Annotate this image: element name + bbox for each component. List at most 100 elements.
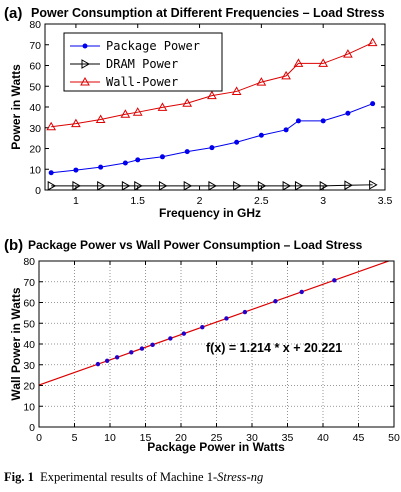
figure-caption: Fig. 1 Experimental results of Machine 1… [4, 470, 263, 485]
scatter-point [332, 278, 337, 283]
y-tick-label: 50 [29, 81, 41, 93]
legend-wall-label: Wall-Power [106, 75, 178, 89]
series-line-wall-power [51, 42, 373, 128]
x-tick-label: 25 [211, 432, 223, 444]
dram-power-point [72, 180, 81, 191]
legend-box [63, 32, 223, 92]
package-power-point [370, 101, 376, 107]
panel-a-label: (a) [4, 5, 22, 22]
figure: (a) Power Consumption at Different Frequ… [4, 5, 400, 454]
scatter-point [129, 350, 134, 355]
x-tick-label: 5 [72, 432, 78, 444]
wall-power-point [132, 107, 143, 116]
dram-power-point [208, 180, 217, 191]
panel-a-ylabel: Power in Watts [9, 64, 23, 150]
caption-text: Experimental results of Machine 1- [40, 470, 218, 484]
x-tick-label: 30 [246, 432, 258, 444]
package-power-point [98, 164, 104, 170]
y-tick-label: 40 [29, 102, 41, 114]
scatter-point [95, 361, 101, 367]
panel-a-title: Power Consumption at Different Frequenci… [31, 6, 385, 20]
dram-power-point [344, 180, 353, 191]
legend-wall-marker [80, 76, 90, 86]
wall-power-point [281, 70, 291, 80]
y-tick-label: 70 [23, 277, 35, 289]
panel-b-annotation: f(x) = 1.214 * x + 20.221 [206, 341, 342, 355]
scatter-point [200, 324, 205, 330]
y-tick-label: 20 [29, 144, 41, 156]
y-tick-label: 40 [23, 339, 35, 351]
panel-a-legend: Package Power DRAM Power Wall-Power [63, 32, 223, 92]
y-tick-label: 0 [35, 185, 41, 197]
wall-power-point [207, 90, 217, 100]
dram-power-point [121, 180, 131, 191]
legend-package-marker [82, 43, 88, 49]
package-power-point [283, 127, 289, 133]
x-tick-label: 2.5 [254, 195, 269, 207]
package-power-point [320, 118, 326, 124]
panel-b-chart: (b) Package Power vs Wall Power Consumpt… [4, 237, 400, 454]
scatter-point [150, 342, 155, 348]
package-power-point [135, 157, 141, 163]
dram-power-point [294, 180, 304, 191]
package-power-point [184, 149, 190, 155]
y-tick-label: 0 [29, 422, 35, 434]
y-tick-label: 80 [29, 19, 41, 31]
y-tick-label: 30 [23, 360, 35, 372]
panel-b-plot-frame [38, 260, 395, 428]
x-tick-label: 1.5 [130, 195, 145, 207]
dram-power-point [257, 180, 267, 191]
panel-b-label: (b) [4, 237, 23, 254]
panel-a-plot-frame [44, 23, 386, 191]
scatter-point [273, 299, 278, 304]
scatter-point [181, 331, 187, 336]
package-power-point [73, 167, 79, 173]
package-power-point [345, 110, 351, 116]
panel-b-title: Package Power vs Wall Power Consumption … [28, 238, 363, 252]
scatter-point [299, 289, 304, 295]
caption-italic: Stress-ng [217, 470, 264, 484]
dram-power-point [319, 180, 329, 191]
dram-power-point [369, 179, 378, 190]
x-tick-label: 0 [36, 432, 42, 444]
wall-power-point [71, 118, 81, 128]
legend-dram-marker [81, 59, 91, 69]
panel-b-xlabel: Package Power in Watts [147, 440, 285, 454]
legend-dram-label: DRAM Power [106, 57, 178, 71]
wall-power-point [343, 49, 353, 58]
x-tick-label: 50 [388, 432, 400, 444]
y-tick-label: 60 [23, 298, 35, 310]
wall-power-point [95, 114, 106, 123]
wall-power-point [120, 109, 131, 118]
y-tick-label: 60 [29, 61, 41, 73]
wall-power-point [157, 102, 168, 111]
scatter-point [242, 309, 248, 315]
dram-power-point [97, 180, 106, 191]
dram-power-point [233, 180, 242, 191]
package-power-point [295, 118, 301, 124]
x-tick-label: 10 [104, 432, 116, 444]
wall-power-point [182, 98, 193, 107]
dram-power-point [282, 180, 292, 191]
package-power-point [209, 145, 215, 151]
panel-b-ylabel: Wall Power in Watts [9, 287, 23, 400]
x-tick-label: 1 [73, 195, 79, 207]
dram-power-point [183, 180, 193, 191]
x-tick-label: 20 [175, 432, 187, 444]
y-tick-label: 80 [23, 256, 35, 268]
wall-power-point [293, 58, 304, 67]
scatter-point [168, 336, 173, 341]
x-tick-label: 2 [197, 195, 203, 207]
panel-a-chart: (a) Power Consumption at Different Frequ… [4, 5, 392, 220]
series-line-package-power [51, 103, 373, 174]
series-line-dram-power [51, 184, 373, 187]
package-power-point [122, 160, 128, 166]
scatter-point [104, 358, 110, 364]
package-power-point [258, 132, 264, 138]
wall-power-point [367, 37, 378, 47]
x-tick-label: 3 [320, 195, 326, 207]
wall-power-point [256, 77, 267, 86]
dram-power-point [134, 180, 143, 191]
y-tick-label: 50 [23, 318, 35, 330]
package-power-point [159, 154, 165, 160]
